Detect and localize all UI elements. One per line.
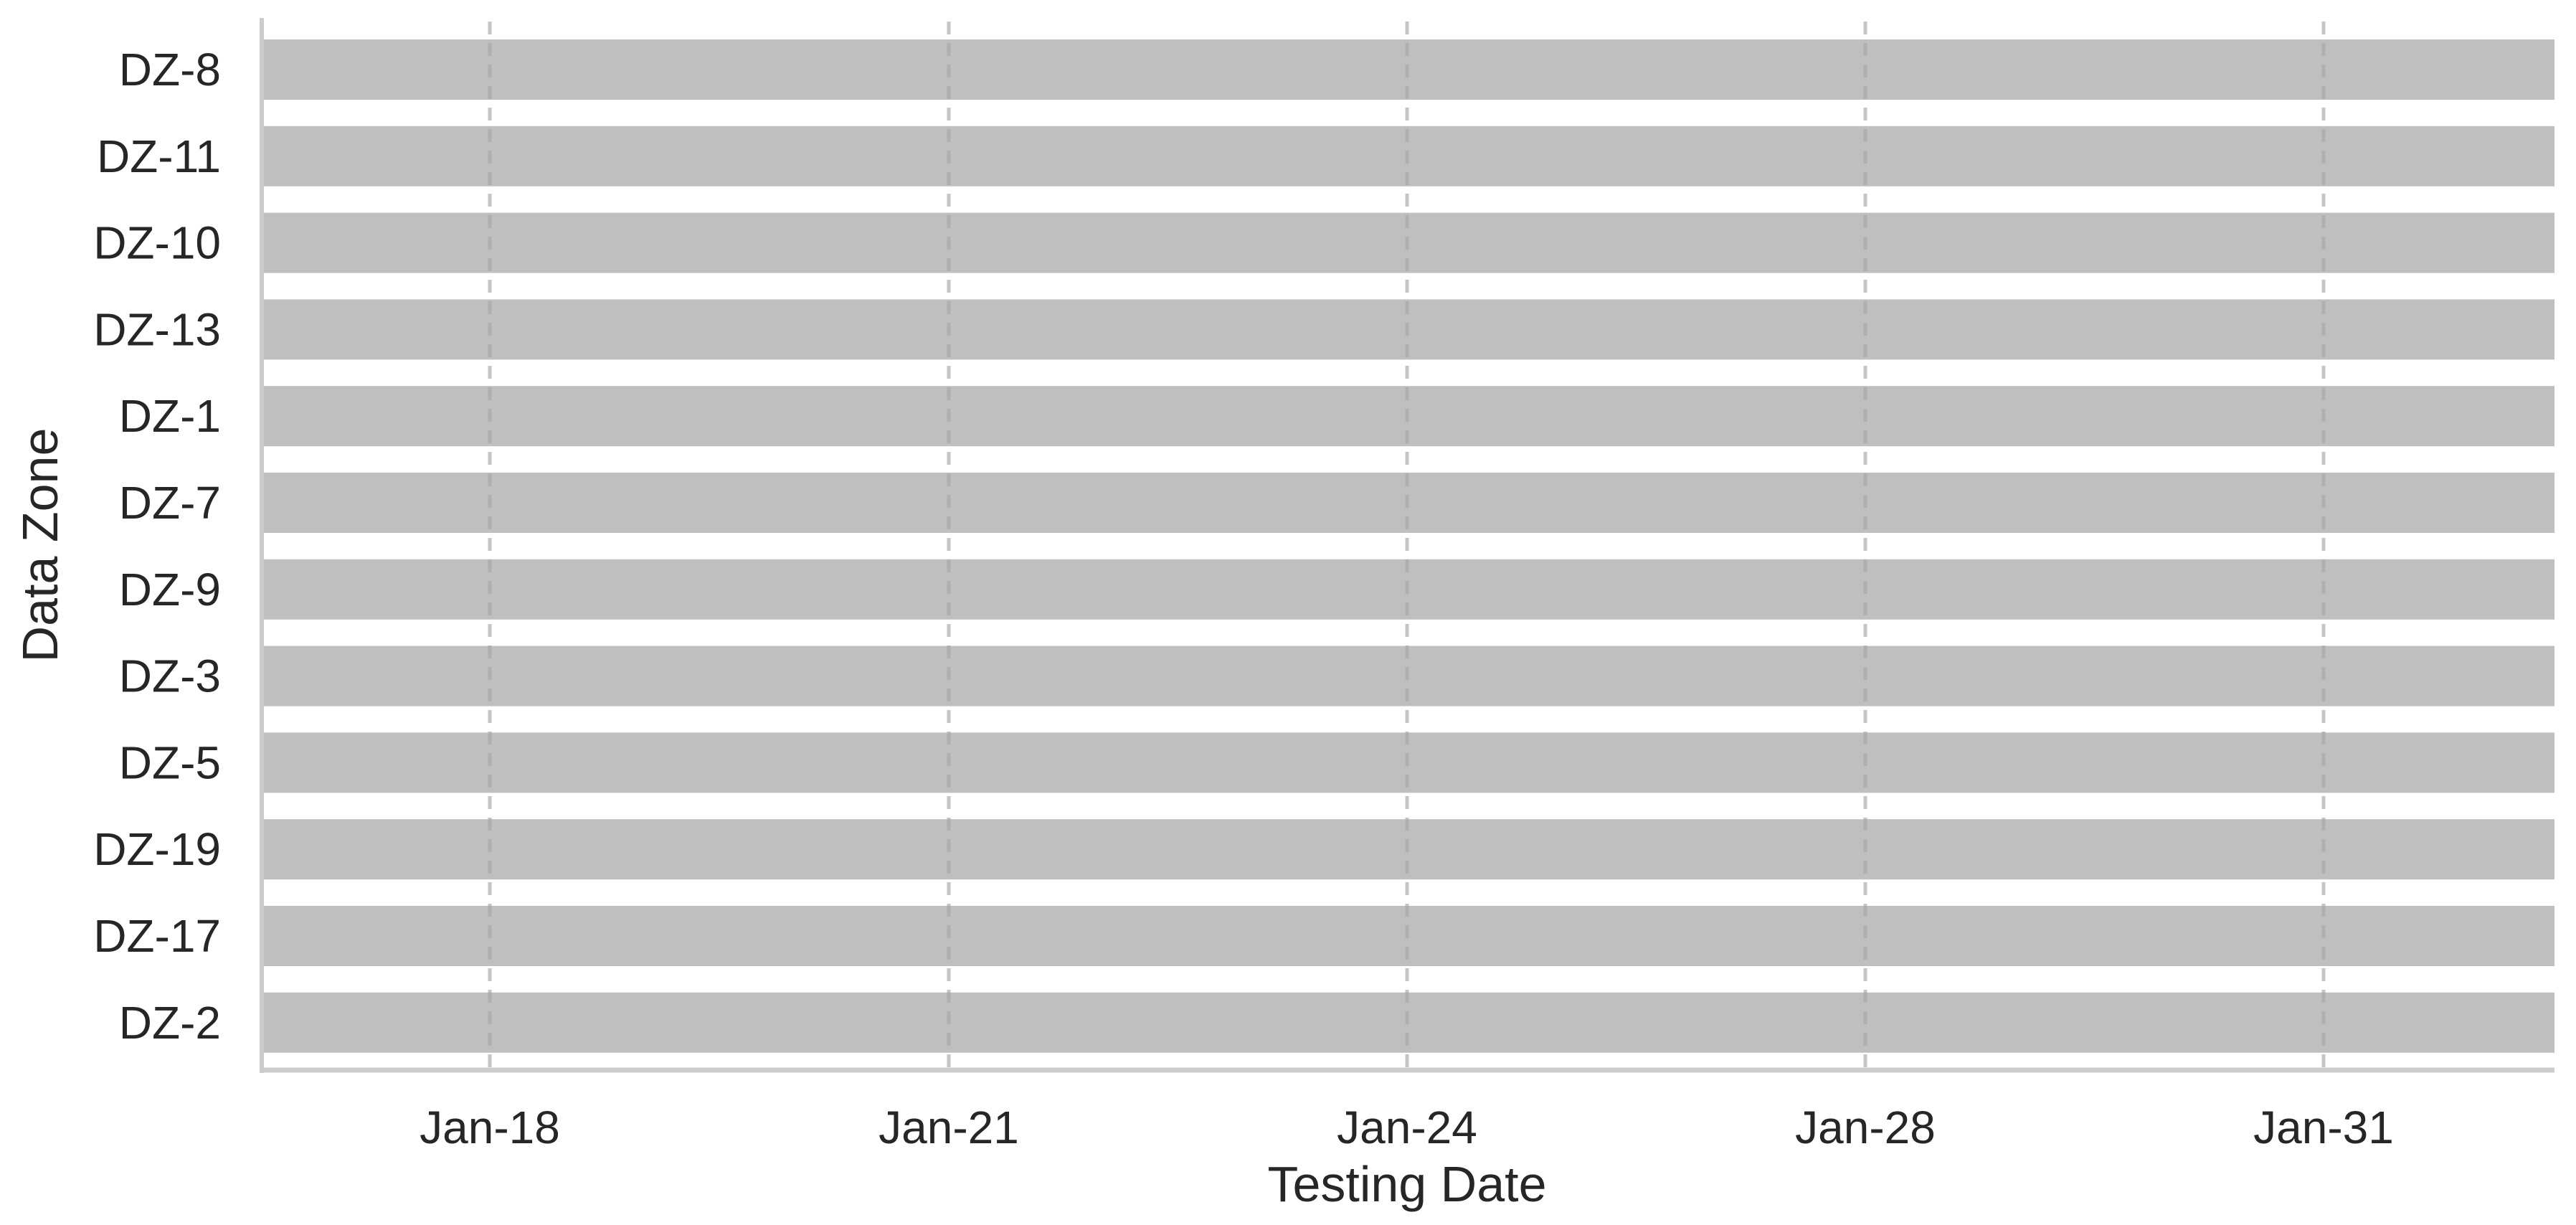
bar-dz-13: [264, 299, 2554, 360]
bar-dz-11: [264, 126, 2554, 186]
x-axis-label: Testing Date: [1267, 1156, 1546, 1212]
axes-layer: [260, 18, 2554, 1073]
x-tick-label: Jan-21: [879, 1102, 1019, 1153]
bar-dz-2: [264, 992, 2554, 1053]
y-tick-label: DZ-9: [119, 564, 221, 615]
y-tick-label: DZ-1: [119, 390, 221, 442]
x-tick-labels: Jan-18 Jan-21 Jan-24 Jan-28 Jan-31: [420, 1102, 2394, 1153]
grid-layer: [488, 22, 2326, 1067]
x-tick-label: Jan-24: [1337, 1102, 1477, 1153]
bar-dz-19: [264, 819, 2554, 880]
bar-dz-17: [264, 906, 2554, 966]
y-tick-label: DZ-3: [119, 651, 221, 702]
y-tick-label: DZ-17: [93, 910, 221, 962]
bar-dz-9: [264, 559, 2554, 620]
y-tick-labels: DZ-8 DZ-11 DZ-10 DZ-13 DZ-1 DZ-7 DZ-9 DZ-3 DZ-5 D…: [93, 44, 221, 1049]
y-tick-label: DZ-10: [93, 217, 221, 269]
bar-dz-8: [264, 39, 2554, 100]
bar-dz-10: [264, 212, 2554, 273]
x-tick-label: Jan-31: [2253, 1102, 2394, 1153]
bar-dz-1: [264, 386, 2554, 447]
y-tick-label: DZ-13: [93, 303, 221, 355]
bars-layer: [264, 39, 2554, 1053]
x-tick-label: Jan-28: [1795, 1102, 1936, 1153]
y-tick-label: DZ-5: [119, 737, 221, 788]
y-axis-label: Data Zone: [12, 428, 68, 663]
x-tick-label: Jan-18: [420, 1102, 560, 1153]
y-tick-label: DZ-2: [119, 997, 221, 1049]
bar-dz-7: [264, 473, 2554, 533]
y-tick-label: DZ-11: [97, 131, 221, 182]
bar-dz-5: [264, 732, 2554, 793]
y-tick-label: DZ-8: [119, 44, 221, 95]
y-tick-label: DZ-7: [119, 477, 221, 529]
bar-dz-3: [264, 645, 2554, 706]
y-tick-label: DZ-19: [93, 823, 221, 875]
